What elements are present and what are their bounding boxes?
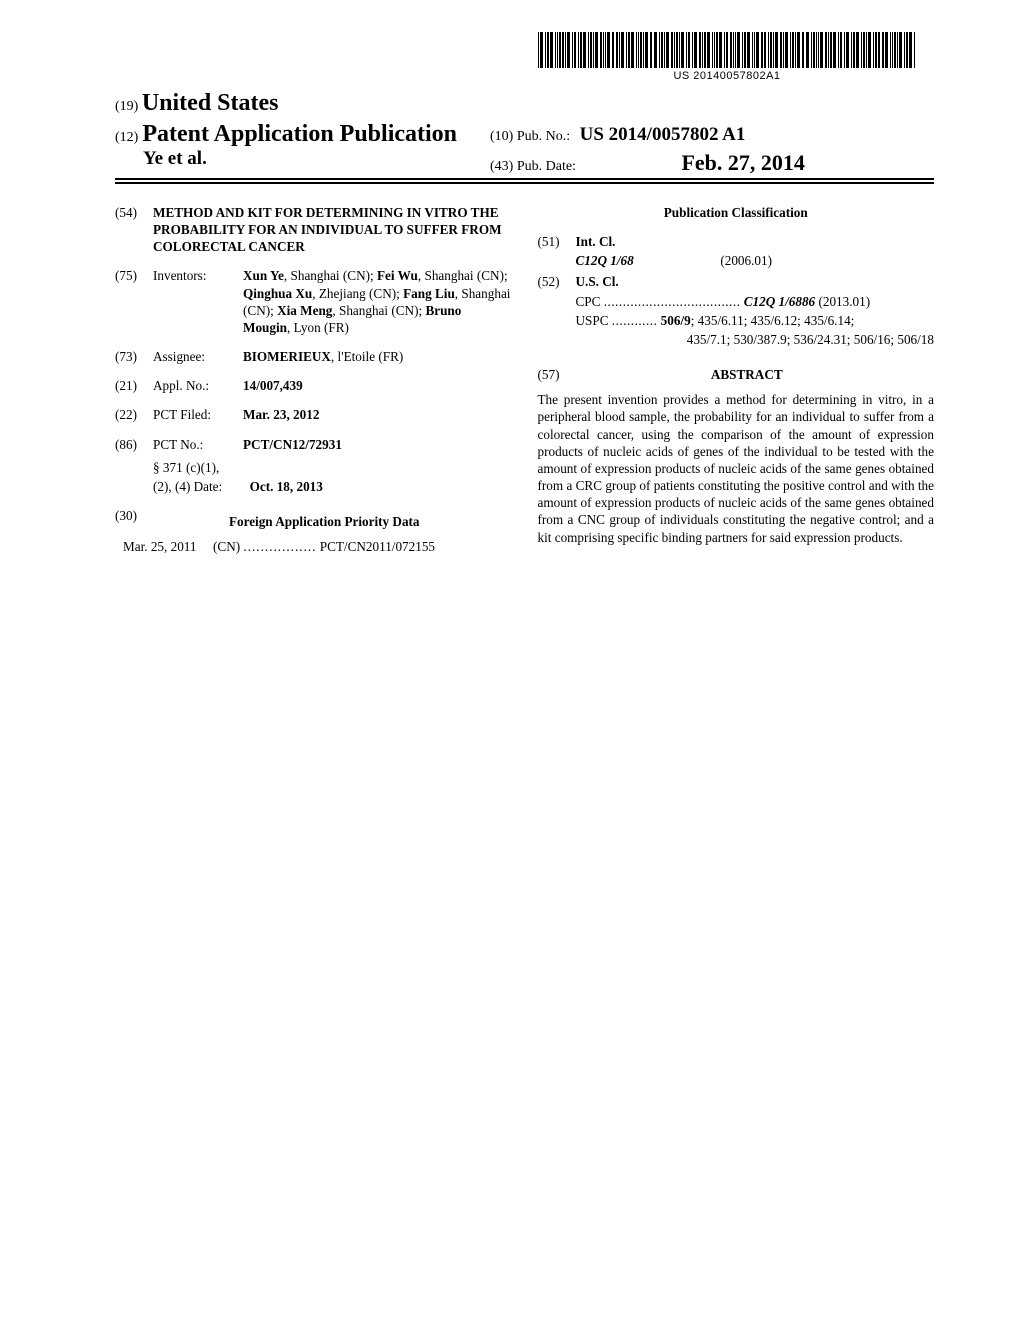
cpc-label: CPC (576, 294, 601, 309)
left-column: (54) METHOD AND KIT FOR DETERMINING IN V… (115, 204, 512, 555)
invention-title: METHOD AND KIT FOR DETERMINING IN VITRO … (153, 204, 512, 255)
header-rule-2 (115, 182, 934, 184)
intcl-label: Int. Cl. (576, 234, 616, 249)
foreign-app-number: PCT/CN2011/072155 (320, 539, 435, 554)
foreign-idx: (30) (115, 507, 137, 538)
s371-date: Oct. 18, 2013 (250, 479, 323, 494)
foreign-priority-title: Foreign Application Priority Data (137, 513, 512, 530)
uspc-codes-l1: ; 435/6.11; 435/6.12; 435/6.14; (691, 313, 855, 328)
appl-idx: (21) (115, 377, 153, 394)
country: United States (142, 90, 279, 116)
pub-date-idx: (43) (490, 159, 513, 174)
assignee: BIOMERIEUX, l'Etoile (FR) (243, 348, 512, 365)
assignee-idx: (73) (115, 348, 153, 365)
foreign-date: Mar. 25, 2011 (123, 539, 197, 554)
barcode (538, 32, 916, 68)
pct-filed-date: Mar. 23, 2012 (243, 407, 319, 422)
intcl-idx: (51) (538, 233, 576, 250)
appl-label: Appl. No.: (153, 377, 243, 394)
application-number: 14/007,439 (243, 378, 303, 393)
publication-number: US 2014/0057802 A1 (580, 124, 746, 145)
barcode-block: US 20140057802A1 (538, 32, 916, 82)
publication-date: Feb. 27, 2014 (681, 150, 804, 175)
pct-filed-label: PCT Filed: (153, 406, 243, 423)
dots: ................. (243, 539, 316, 554)
abstract-label: ABSTRACT (711, 367, 783, 382)
cpc-code: C12Q 1/6886 (744, 294, 815, 309)
header-rule-1 (115, 178, 934, 180)
right-column: Publication Classification (51) Int. Cl.… (538, 204, 935, 555)
abstract-text: The present invention provides a method … (538, 391, 935, 545)
inventors-list: Xun Ye, Shanghai (CN); Fei Wu, Shanghai … (243, 267, 512, 336)
barcode-text: US 20140057802A1 (538, 70, 916, 82)
s371-l1: § 371 (c)(1), (153, 459, 243, 476)
uspc-lead: 506/9 (661, 313, 691, 328)
abstract-idx: (57) (538, 366, 560, 383)
s371-l2: (2), (4) Date: (153, 478, 243, 495)
uspc-codes-l2: 435/7.1; 530/387.9; 536/24.31; 506/16; 5… (687, 332, 934, 347)
publication-classification-title: Publication Classification (538, 204, 935, 221)
header-right: (10) Pub. No.: US 2014/0057802 A1 (43) P… (490, 124, 805, 176)
uscl-label: U.S. Cl. (576, 274, 619, 289)
cpc-year: (2013.01) (818, 294, 870, 309)
pub-no-idx: (10) (490, 129, 513, 144)
foreign-priority-row: Mar. 25, 2011 (CN) ................. PCT… (123, 538, 512, 555)
intcl-year: (2006.01) (720, 253, 772, 268)
pub-no-label: Pub. No.: (517, 129, 570, 144)
uspc-label: USPC (576, 313, 609, 328)
publication-kind: Patent Application Publication (142, 121, 457, 148)
pub-date-label: Pub. Date: (517, 159, 576, 174)
kind-idx: (12) (115, 130, 138, 146)
uspc-dots: ............ (612, 313, 658, 328)
pct-number: PCT/CN12/72931 (243, 437, 342, 452)
inventors-label: Inventors: (153, 267, 243, 336)
foreign-country: (CN) (213, 539, 240, 554)
pct-no-label: PCT No.: (153, 436, 243, 453)
pct-filed-idx: (22) (115, 406, 153, 423)
intcl-code: C12Q 1/68 (576, 253, 634, 268)
title-idx: (54) (115, 204, 153, 255)
cpc-dots: .................................... (604, 294, 741, 309)
country-idx: (19) (115, 99, 138, 114)
pct-no-idx: (86) (115, 436, 153, 453)
inventors-idx: (75) (115, 267, 153, 336)
assignee-label: Assignee: (153, 348, 243, 365)
uscl-idx: (52) (538, 273, 576, 290)
